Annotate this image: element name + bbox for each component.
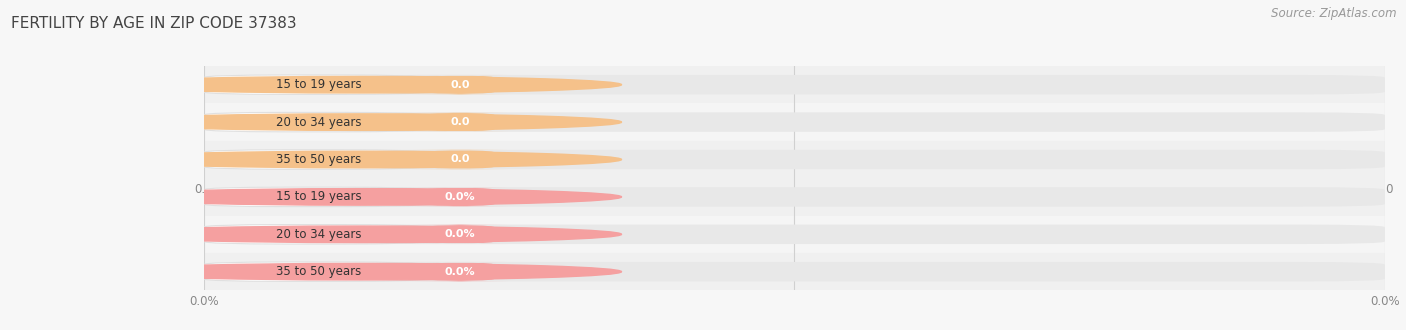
Bar [204, 178, 1385, 215]
FancyBboxPatch shape [204, 187, 422, 207]
FancyBboxPatch shape [412, 262, 509, 281]
Text: 15 to 19 years: 15 to 19 years [276, 190, 361, 203]
Text: 35 to 50 years: 35 to 50 years [277, 265, 361, 278]
FancyBboxPatch shape [412, 150, 509, 169]
Text: Source: ZipAtlas.com: Source: ZipAtlas.com [1271, 7, 1396, 19]
Circle shape [100, 189, 621, 205]
Bar [204, 253, 1385, 290]
Text: 20 to 34 years: 20 to 34 years [276, 115, 361, 129]
FancyBboxPatch shape [204, 262, 422, 281]
Bar [204, 141, 1385, 178]
FancyBboxPatch shape [412, 187, 509, 207]
FancyBboxPatch shape [204, 150, 1385, 169]
Circle shape [100, 263, 621, 280]
FancyBboxPatch shape [204, 113, 422, 132]
Bar [204, 215, 1385, 253]
Circle shape [100, 114, 621, 130]
Text: 20 to 34 years: 20 to 34 years [276, 228, 361, 241]
Bar [204, 103, 1385, 141]
FancyBboxPatch shape [412, 225, 509, 244]
FancyBboxPatch shape [204, 113, 1385, 132]
Text: 0.0%: 0.0% [444, 192, 475, 202]
Text: FERTILITY BY AGE IN ZIP CODE 37383: FERTILITY BY AGE IN ZIP CODE 37383 [11, 16, 297, 31]
Text: 0.0%: 0.0% [444, 229, 475, 239]
FancyBboxPatch shape [204, 75, 422, 94]
FancyBboxPatch shape [204, 187, 1385, 207]
FancyBboxPatch shape [412, 75, 509, 94]
FancyBboxPatch shape [204, 75, 1385, 94]
Text: 15 to 19 years: 15 to 19 years [276, 78, 361, 91]
Text: 0.0: 0.0 [450, 117, 470, 127]
Circle shape [100, 226, 621, 243]
Circle shape [100, 151, 621, 168]
Text: 0.0%: 0.0% [444, 267, 475, 277]
Text: 35 to 50 years: 35 to 50 years [277, 153, 361, 166]
Text: 0.0: 0.0 [450, 154, 470, 164]
Text: 0.0: 0.0 [450, 80, 470, 90]
FancyBboxPatch shape [204, 225, 1385, 244]
FancyBboxPatch shape [204, 225, 422, 244]
Circle shape [100, 77, 621, 93]
FancyBboxPatch shape [412, 113, 509, 132]
FancyBboxPatch shape [204, 262, 1385, 281]
FancyBboxPatch shape [204, 150, 422, 169]
Bar [204, 66, 1385, 103]
